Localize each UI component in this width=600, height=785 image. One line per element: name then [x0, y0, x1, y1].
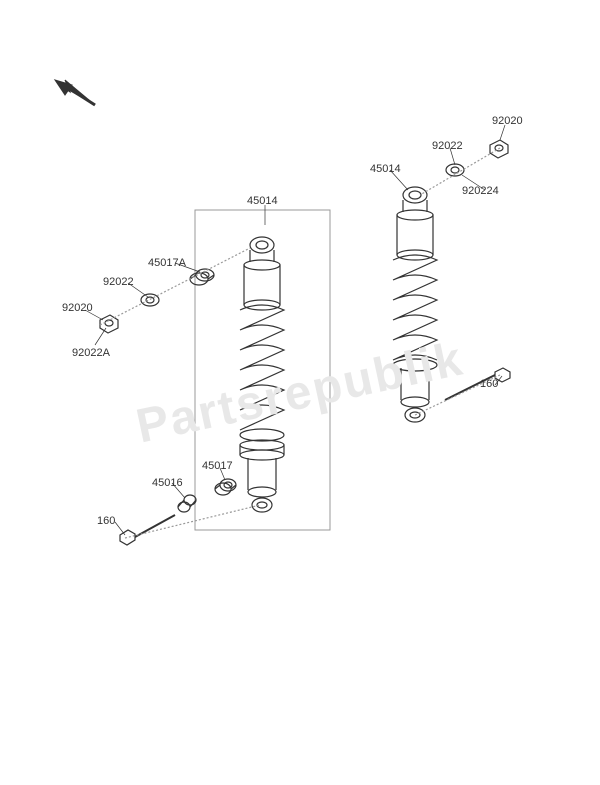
direction-arrow	[55, 80, 95, 105]
diagram-canvas: Partsrepublik	[0, 0, 600, 785]
label-92022-right: 92022	[432, 140, 463, 152]
bounding-box	[195, 210, 330, 530]
label-920224: 920224	[462, 185, 499, 197]
label-45016: 45016	[152, 477, 183, 489]
label-92022-left: 92022	[103, 276, 134, 288]
label-45017A: 45017A	[148, 257, 186, 269]
label-92022A: 92022A	[72, 347, 110, 359]
label-45017: 45017	[202, 460, 233, 472]
label-45014-right: 45014	[370, 163, 401, 175]
leader-lines	[85, 125, 505, 535]
left-shock-absorber	[240, 237, 284, 512]
label-160-right: 160	[480, 378, 498, 390]
label-160-left: 160	[97, 515, 115, 527]
left-bottom-hardware	[120, 479, 260, 545]
label-92020-right: 92020	[492, 115, 523, 127]
label-92020-left: 92020	[62, 302, 93, 314]
right-shock-absorber	[393, 187, 437, 422]
label-45014: 45014	[247, 195, 278, 207]
